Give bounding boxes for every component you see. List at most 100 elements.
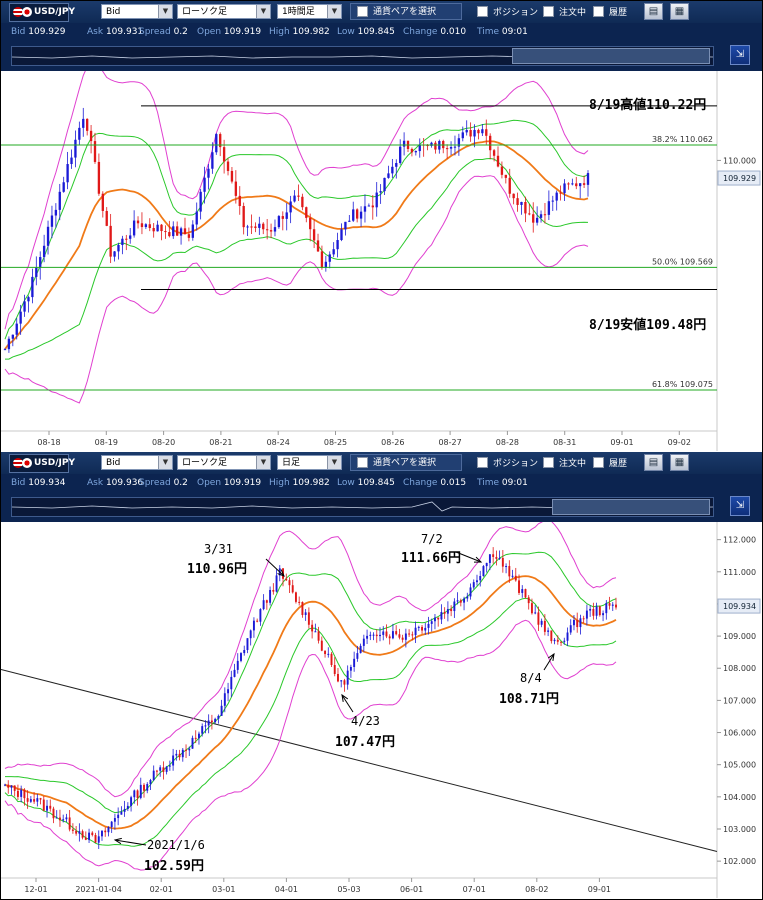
chart-area[interactable]: 08-18 08-19 08-20 08-21 08-24 08-25 08-26 08-27… bbox=[1, 71, 762, 451]
chart-style-value: ローソク足 bbox=[182, 458, 228, 468]
candle-body bbox=[440, 612, 443, 620]
candle-body bbox=[382, 631, 385, 635]
candle-body bbox=[463, 598, 466, 603]
candle-body bbox=[155, 770, 158, 772]
price-side-select[interactable]: Bid ▼ bbox=[101, 4, 173, 19]
candle-body bbox=[246, 638, 249, 651]
arrowhead-icon bbox=[341, 693, 349, 702]
chart-style-select[interactable]: ローソク足 ▼ bbox=[177, 455, 271, 470]
price-side-select[interactable]: Bid ▼ bbox=[101, 455, 173, 470]
pair-badge[interactable]: USD/JPY bbox=[9, 3, 75, 22]
orders-checkbox[interactable] bbox=[543, 6, 554, 17]
history-checkbox[interactable] bbox=[593, 6, 604, 17]
orders-label: 注文中 bbox=[559, 8, 587, 18]
orders-checkbox[interactable] bbox=[543, 457, 554, 468]
candle-body bbox=[165, 766, 168, 772]
bid-value: 109.929 bbox=[28, 27, 66, 37]
pair-badge[interactable]: USD/JPY bbox=[9, 454, 75, 473]
chart-settings-button[interactable]: ▤ bbox=[644, 3, 663, 20]
candle-body bbox=[78, 127, 81, 140]
candle-body bbox=[560, 641, 563, 643]
select-pair-button[interactable]: 通貨ペアを選択 bbox=[350, 454, 462, 471]
candle-body bbox=[133, 790, 136, 798]
candle-body bbox=[250, 226, 253, 228]
candle-body bbox=[516, 198, 519, 205]
candle-body bbox=[262, 223, 265, 230]
candle-body bbox=[305, 207, 308, 218]
candle-body bbox=[19, 311, 22, 324]
candle-body bbox=[424, 627, 427, 631]
mar31-price-label: 110.96円 bbox=[187, 562, 247, 577]
history-label: 履歴 bbox=[609, 459, 628, 469]
candle-body bbox=[508, 566, 511, 577]
candle-body bbox=[172, 755, 175, 766]
expand-button[interactable]: ⇲ bbox=[730, 496, 750, 516]
candle-body bbox=[556, 639, 559, 642]
position-checkbox[interactable] bbox=[477, 6, 488, 17]
jul2-date-label: 7/2 bbox=[421, 532, 443, 546]
candle-body bbox=[113, 818, 116, 822]
candle-body bbox=[130, 797, 133, 806]
candle-body bbox=[473, 129, 476, 137]
candle-body bbox=[242, 206, 245, 228]
trend-line bbox=[1, 669, 718, 852]
candle-body bbox=[203, 177, 206, 192]
candle-body bbox=[504, 174, 507, 178]
candle-body bbox=[605, 603, 608, 614]
candle-body bbox=[66, 164, 69, 183]
x-tick-label: 08-27 bbox=[438, 438, 461, 447]
select-pair-button[interactable]: 通貨ペアを選択 bbox=[350, 3, 462, 20]
chart-panel-daily: USD/JPY Bid ▼ ローソク足 ▼ 日足 ▼ 通貨ペアを選択 ポジション 注文… bbox=[1, 452, 762, 898]
chart-settings-button[interactable]: ▤ bbox=[644, 454, 663, 471]
candle-body bbox=[559, 192, 562, 194]
chart-style-value: ローソク足 bbox=[182, 7, 228, 17]
low-label: Low bbox=[337, 478, 355, 488]
chart-style-select[interactable]: ローソク足 ▼ bbox=[177, 4, 271, 19]
candle-body bbox=[500, 166, 504, 175]
x-tick-label: 02-01 bbox=[150, 885, 173, 894]
timeframe-select[interactable]: 日足 ▼ bbox=[277, 455, 342, 470]
spread-label: Spread bbox=[139, 27, 171, 37]
apr23-arrow bbox=[341, 694, 354, 713]
window-menu-button[interactable]: ▦ bbox=[670, 454, 689, 471]
candle-body bbox=[277, 216, 281, 228]
jul2-price-label: 111.66円 bbox=[401, 551, 461, 566]
candle-body bbox=[528, 213, 531, 215]
current-price-label: 109.929 bbox=[723, 174, 756, 183]
candle-body bbox=[340, 680, 343, 682]
candle-body bbox=[148, 224, 151, 229]
candle-body bbox=[485, 562, 488, 567]
aug4-date-label: 8/4 bbox=[520, 671, 542, 685]
history-checkbox[interactable] bbox=[593, 457, 604, 468]
position-checkbox[interactable] bbox=[477, 457, 488, 468]
candle-body bbox=[508, 177, 511, 194]
navigator-thumb[interactable] bbox=[552, 499, 710, 515]
candle-body bbox=[13, 785, 16, 791]
bid-value: 109.934 bbox=[28, 478, 66, 488]
candle-body bbox=[23, 789, 26, 799]
timeframe-select[interactable]: 1時間足 ▼ bbox=[277, 4, 342, 19]
candle-body bbox=[120, 811, 123, 815]
candle-body bbox=[547, 201, 551, 215]
candle-body bbox=[512, 193, 515, 199]
chart-area[interactable]: 12-01 2021-01-04 02-01 03-01 04-01 05-03 06-01… bbox=[1, 522, 762, 898]
window-menu-button[interactable]: ▦ bbox=[670, 3, 689, 20]
candle-body bbox=[35, 267, 38, 277]
candle-body bbox=[527, 597, 530, 604]
bollinger-lower-1sigma bbox=[5, 157, 589, 360]
high-label: High bbox=[269, 27, 290, 37]
change-value: 0.010 bbox=[440, 27, 467, 37]
open-label: Open bbox=[197, 27, 222, 37]
navigator-scrollbar[interactable] bbox=[11, 497, 714, 517]
navigator-thumb[interactable] bbox=[512, 48, 710, 64]
candle-body bbox=[505, 566, 508, 568]
bollinger-upper-2sigma bbox=[4, 71, 589, 330]
candle-body bbox=[348, 220, 351, 222]
y-tick-label: 110.000 bbox=[723, 156, 756, 165]
candle-body bbox=[291, 585, 294, 593]
expand-button[interactable]: ⇲ bbox=[730, 45, 750, 65]
navigator-scrollbar[interactable] bbox=[11, 46, 714, 66]
candle-body bbox=[379, 191, 382, 193]
candle-body bbox=[183, 228, 187, 235]
time-value: 09:01 bbox=[501, 478, 528, 488]
